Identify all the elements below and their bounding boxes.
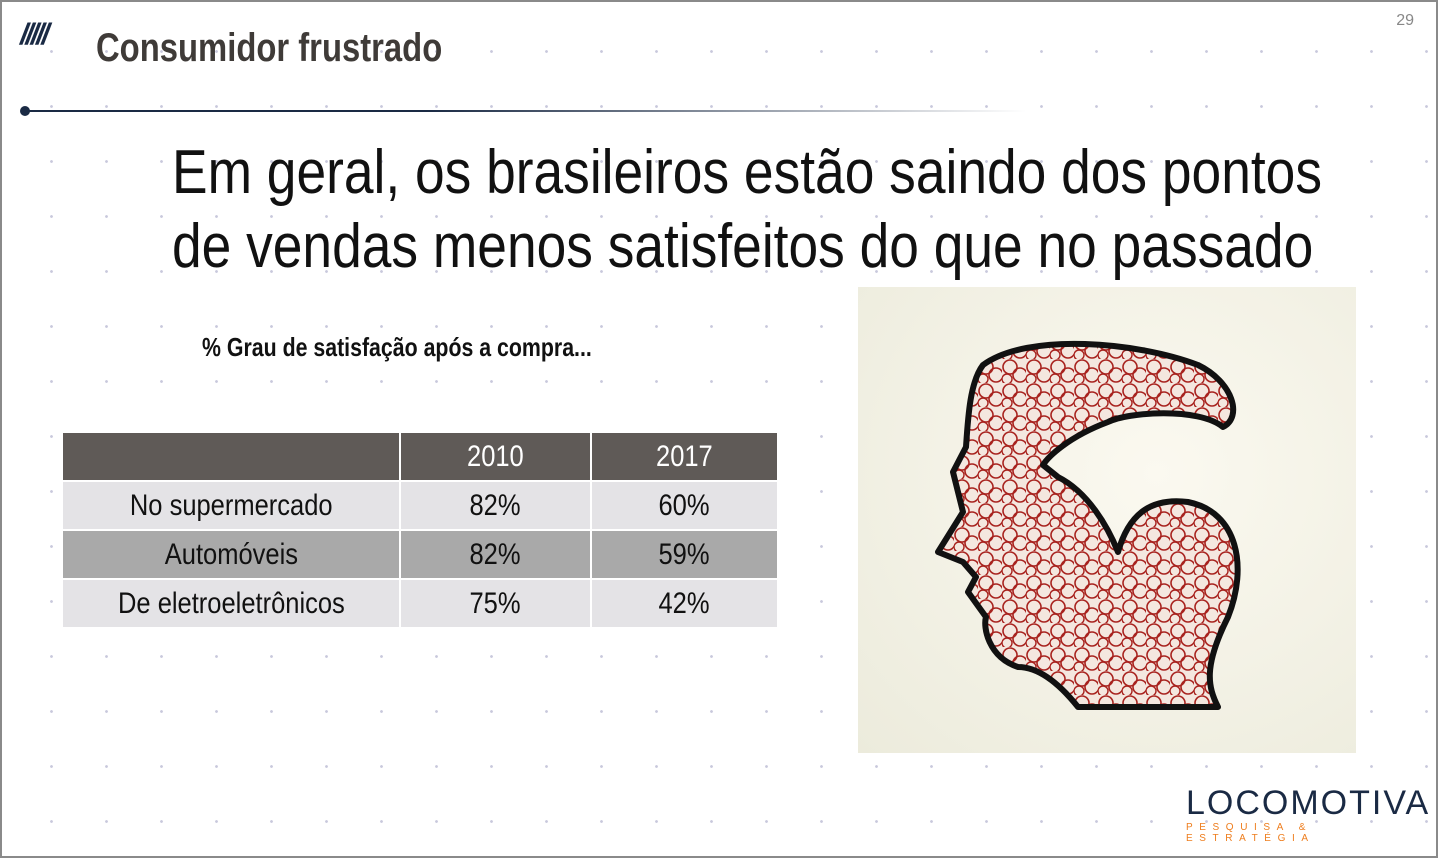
cell-2010: 82% — [399, 480, 592, 531]
cell-2017: 60% — [590, 480, 779, 531]
divider-dot — [20, 106, 30, 116]
section-title: Consumidor frustrado — [96, 26, 443, 70]
cell-2017: 59% — [590, 529, 779, 580]
table-caption: % Grau de satisfação após a compra... — [202, 332, 592, 362]
cell-2010: 75% — [399, 578, 592, 629]
logo-tagline: PESQUISA & ESTRATÉGIA — [1186, 822, 1315, 844]
header-cell: 2017 — [590, 431, 779, 482]
cell-2017: 42% — [590, 578, 779, 629]
table-row: De eletroeletrônicos 75% 42% — [61, 578, 779, 629]
slashes-icon: ///// — [20, 18, 50, 51]
locomotiva-logo: LOCOMOTIVA PESQUISA & ESTRATÉGIA — [1186, 786, 1438, 844]
row-label: De eletroeletrônicos — [61, 578, 401, 629]
header-cell — [61, 431, 401, 482]
table-header: 2010 2017 — [61, 431, 779, 482]
page-number: 29 — [1396, 12, 1414, 29]
header-cell: 2010 — [399, 431, 592, 482]
headline-line-1: Em geral, os brasileiros estão saindo do… — [172, 138, 1322, 207]
row-label: No supermercado — [61, 480, 401, 531]
logo-name: LOCOMOTIVA — [1186, 784, 1431, 822]
table-row: No supermercado 82% 60% — [61, 480, 779, 531]
headline: Em geral, os brasileiros estão saindo do… — [172, 136, 1322, 284]
row-label: Automóveis — [61, 529, 401, 580]
cell-2010: 82% — [399, 529, 592, 580]
satisfaction-table: 2010 2017 No supermercado 82% 60% Automó… — [61, 431, 779, 629]
table-row: Automóveis 82% 59% — [61, 529, 779, 580]
divider — [26, 110, 1026, 112]
headline-line-2: de vendas menos satisfeitos do que no pa… — [172, 212, 1314, 281]
head-illustration — [858, 287, 1356, 753]
